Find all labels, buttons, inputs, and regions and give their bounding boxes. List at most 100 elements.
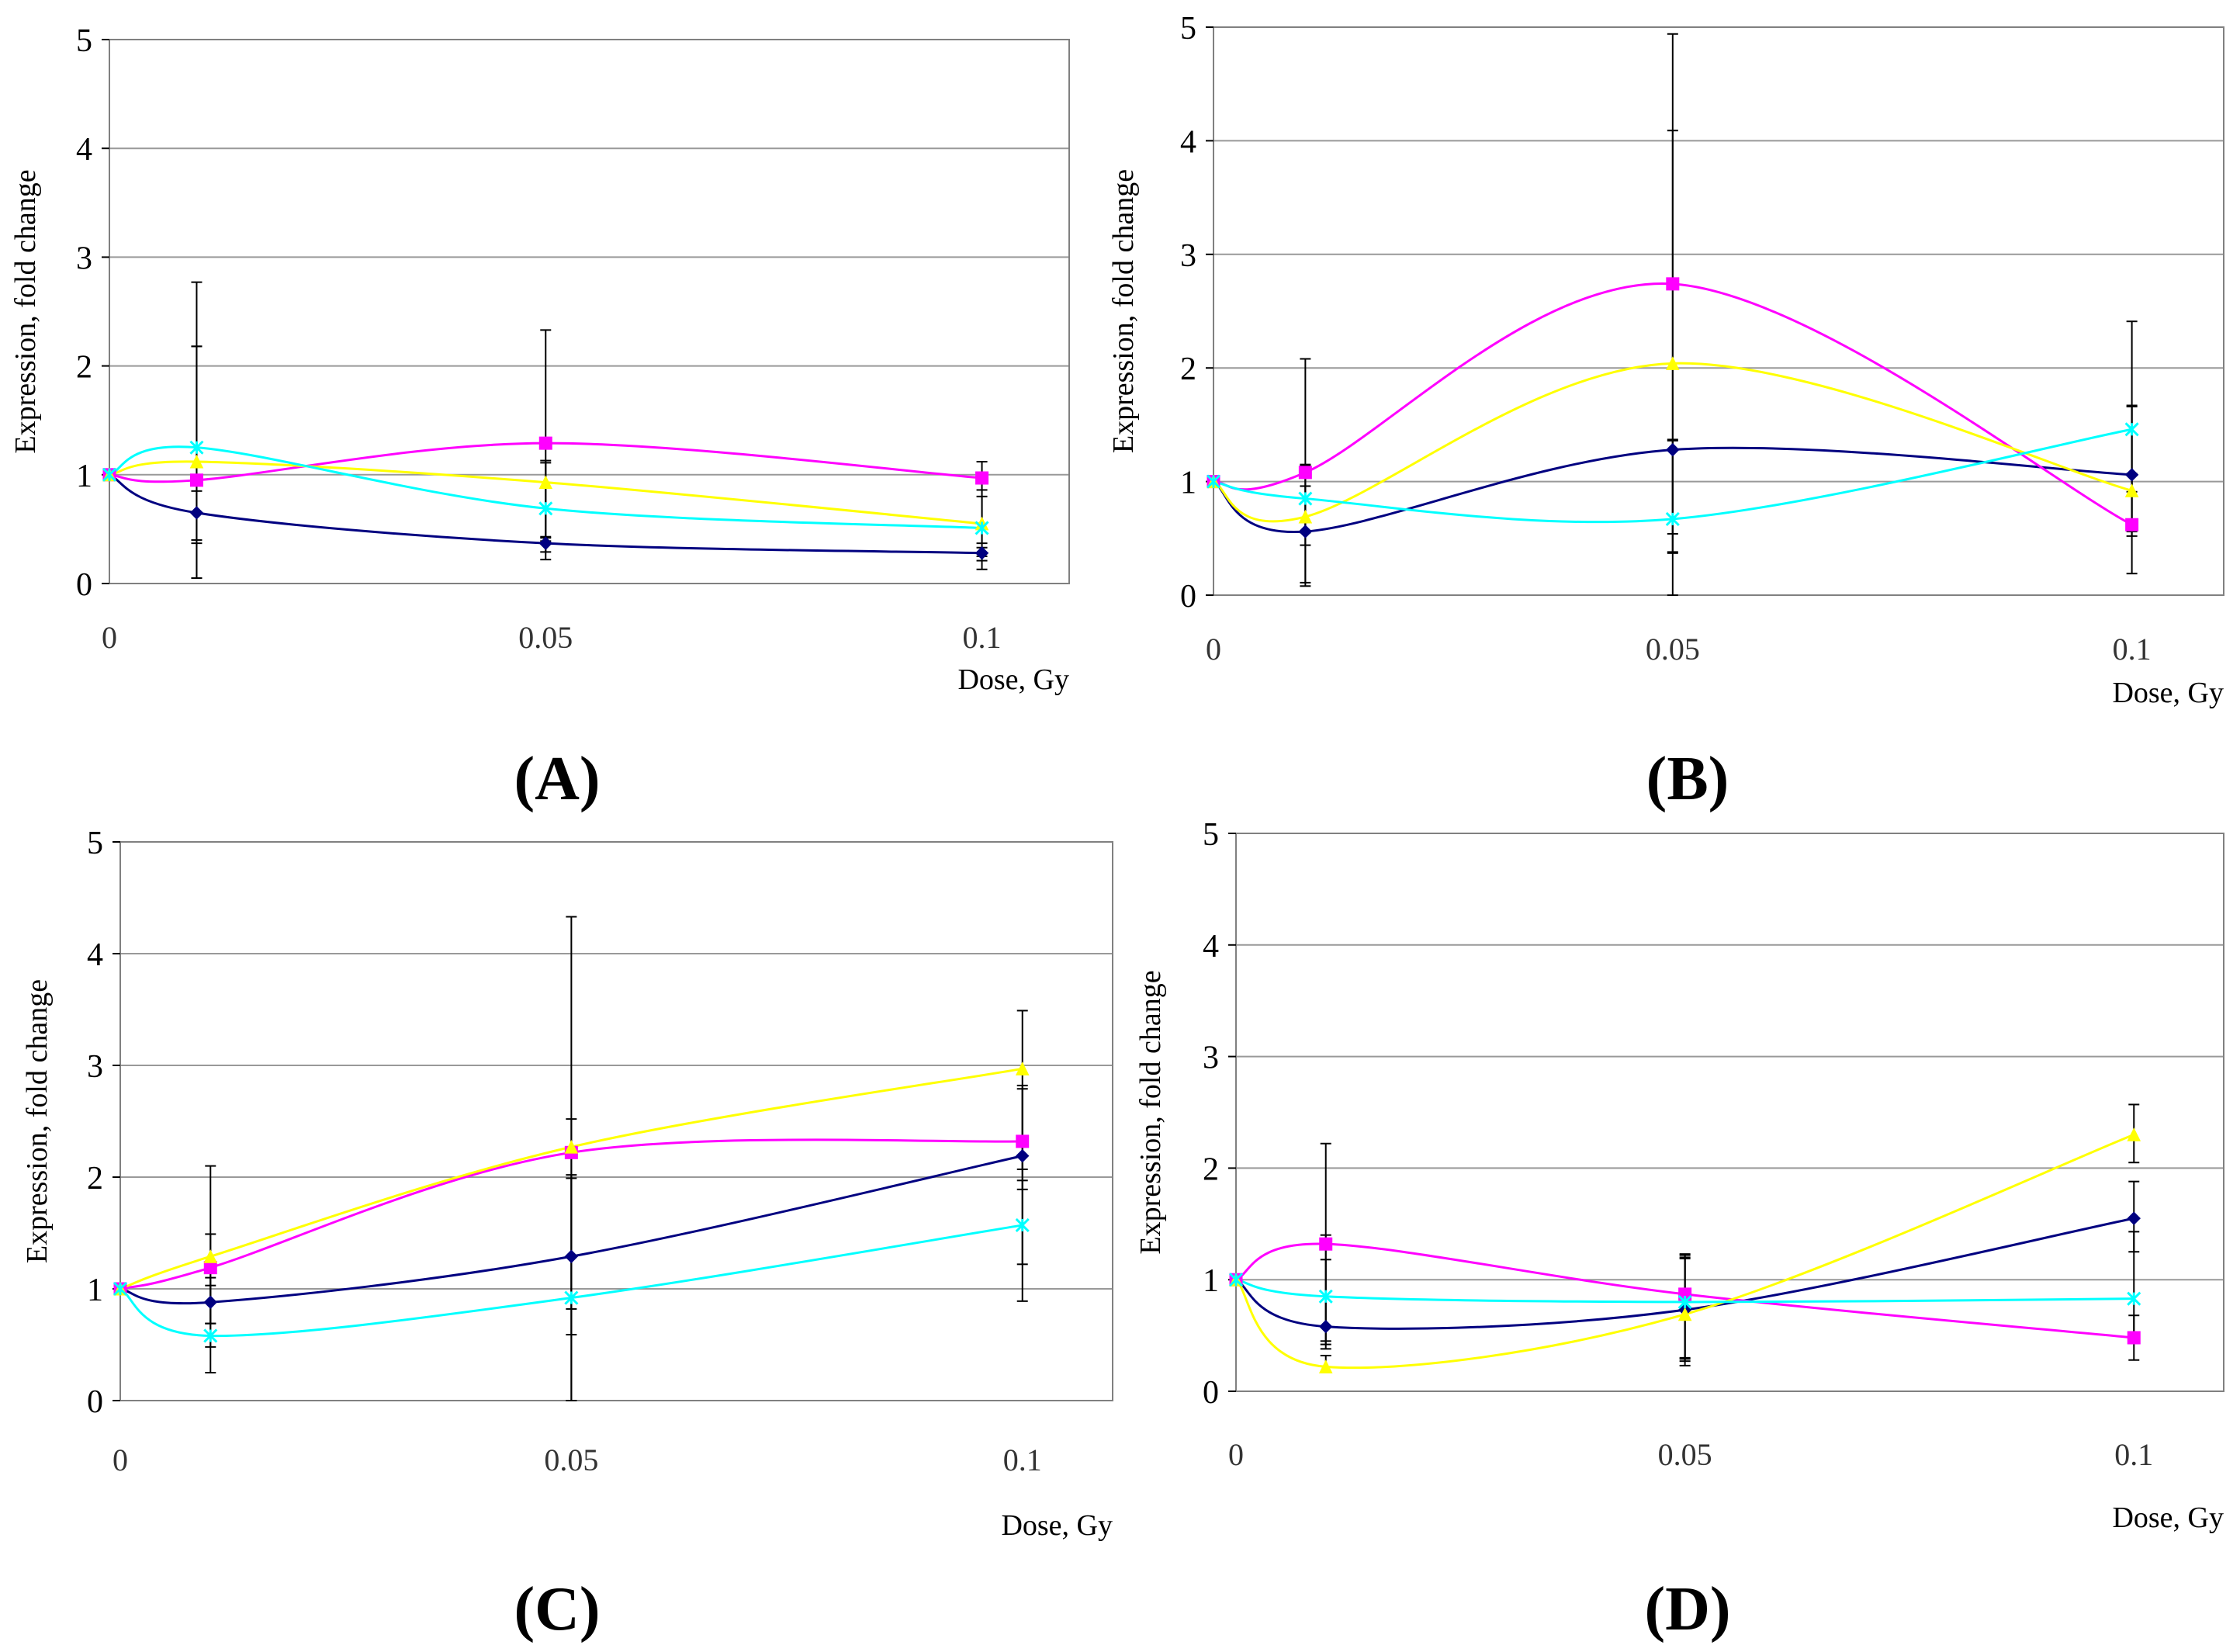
series-line-navy [119, 1155, 1023, 1305]
x-axis-label: Dose, Gy [2112, 1501, 2224, 1534]
series-line-yellow [119, 1067, 1023, 1290]
x-tick-label: 0 [113, 1442, 128, 1477]
data-point-magenta [2127, 1331, 2141, 1345]
y-tick-label: 5 [87, 826, 103, 861]
series-line-navy [109, 473, 982, 555]
x-axis-label: Dose, Gy [957, 663, 1069, 696]
y-tick-label: 0 [76, 567, 92, 603]
y-axis-label: Expression, fold change [9, 169, 42, 453]
error-bar [2128, 1231, 2140, 1345]
y-axis-label: Expression, fold change [21, 979, 54, 1263]
series-line-navy [1235, 1217, 2134, 1330]
data-point-navy [189, 506, 204, 520]
data-point-yellow [203, 1249, 218, 1263]
data-point-navy [975, 546, 989, 560]
y-tick-label: 1 [1203, 1263, 1219, 1299]
data-point-magenta [538, 436, 552, 450]
series-line-yellow [1213, 362, 2133, 523]
series-line-yellow [1234, 1133, 2134, 1370]
plot-frame [1235, 833, 2224, 1392]
y-tick-label: 5 [1203, 817, 1219, 853]
data-point-yellow [1318, 1359, 1333, 1373]
chart-panel-4: 0 1 2 3 4 5 0 0.05 0.1 Dose, Gy Expression, fold c… [1134, 817, 2224, 1643]
x-axis-label: Dose, Gy [2112, 677, 2224, 709]
data-point-cyan [564, 1290, 579, 1305]
chart-panel-1: 0 1 2 3 4 5 0 0.05 0.1 Dose, Gy Expression, fold c… [9, 23, 1070, 813]
x-tick-label: 0.1 [1003, 1442, 1042, 1477]
series-line-navy [1213, 446, 2132, 533]
y-tick-label: 3 [76, 241, 92, 276]
y-tick-label: 1 [76, 459, 92, 494]
data-point-yellow [1015, 1062, 1030, 1075]
y-tick-label: 4 [1203, 929, 1219, 965]
series-line-cyan [109, 445, 982, 529]
data-point-yellow [564, 1140, 579, 1154]
chart-panel-3: 0 1 2 3 4 5 0 0.05 0.1 Dose, Gy Expression, fold c… [21, 826, 1113, 1643]
data-point-cyan [203, 1328, 218, 1343]
x-tick-label: 0.05 [1646, 632, 1700, 667]
y-tick-label: 3 [1203, 1041, 1219, 1076]
y-tick-label: 3 [1180, 238, 1196, 274]
y-axis-label: Expression, fold change [1134, 970, 1167, 1254]
y-tick-label: 2 [87, 1161, 103, 1197]
data-point-navy [1298, 525, 1313, 539]
panel-label: (A) [514, 745, 600, 813]
data-point-cyan [1206, 474, 1221, 489]
y-tick-label: 4 [87, 937, 103, 973]
data-point-magenta [203, 1261, 217, 1275]
y-tick-label: 1 [87, 1273, 103, 1308]
panel-label: (C) [514, 1575, 600, 1643]
data-point-navy [1666, 442, 1680, 457]
plot-frame [1213, 26, 2224, 596]
series-line-cyan [1235, 1278, 2134, 1304]
series-line-magenta [119, 1138, 1023, 1290]
data-point-cyan [1228, 1273, 1244, 1287]
series-line-yellow [109, 460, 982, 525]
data-point-navy [203, 1295, 217, 1309]
data-point-navy [564, 1249, 579, 1263]
error-bar [1016, 1179, 1028, 1302]
series-line-cyan [119, 1224, 1023, 1338]
data-point-cyan [1318, 1289, 1333, 1304]
x-axis-label: Dose, Gy [1001, 1509, 1113, 1542]
data-point-yellow [1298, 509, 1313, 524]
data-point-cyan [1665, 511, 1680, 526]
y-tick-label: 2 [1180, 352, 1196, 387]
error-bar [1667, 438, 1678, 554]
series-line-magenta [1235, 1242, 2134, 1339]
data-point-yellow [189, 454, 204, 469]
data-point-magenta [189, 473, 203, 487]
data-point-magenta [975, 471, 989, 485]
data-point-cyan [2124, 422, 2139, 437]
y-tick-label: 4 [1180, 124, 1196, 160]
series-line-magenta [109, 442, 982, 483]
data-point-cyan [189, 440, 204, 455]
data-point-cyan [975, 521, 989, 535]
y-tick-label: 5 [1180, 11, 1196, 47]
y-axis-label: Expression, fold change [1107, 169, 1140, 453]
data-point-magenta [1016, 1134, 1030, 1148]
panel-label: (D) [1644, 1575, 1730, 1643]
data-point-cyan [2127, 1291, 2141, 1306]
data-point-yellow [2127, 1127, 2141, 1141]
data-point-magenta [1319, 1237, 1333, 1251]
x-tick-label: 0.05 [518, 620, 573, 655]
data-point-cyan [1677, 1294, 1692, 1310]
x-tick-label: 0.05 [544, 1442, 598, 1477]
y-tick-label: 5 [76, 23, 92, 59]
y-tick-label: 4 [76, 132, 92, 168]
data-point-yellow [538, 475, 553, 490]
x-tick-label: 0.1 [963, 620, 1002, 655]
y-tick-label: 2 [1203, 1152, 1219, 1187]
x-tick-label: 0 [1206, 632, 1221, 667]
data-point-cyan [113, 1281, 128, 1297]
chart-panel-2: 0 1 2 3 4 5 0 0.05 0.1 Dose, Gy Expression, fold c… [1107, 11, 2224, 813]
data-point-navy [1319, 1319, 1333, 1334]
plot-frame [109, 39, 1070, 584]
data-point-magenta [1666, 277, 1680, 291]
data-point-yellow [1666, 356, 1680, 370]
data-point-magenta [1298, 466, 1312, 480]
error-bar [566, 1174, 577, 1401]
series-line-magenta [1213, 282, 2133, 526]
data-point-cyan [1015, 1217, 1030, 1232]
